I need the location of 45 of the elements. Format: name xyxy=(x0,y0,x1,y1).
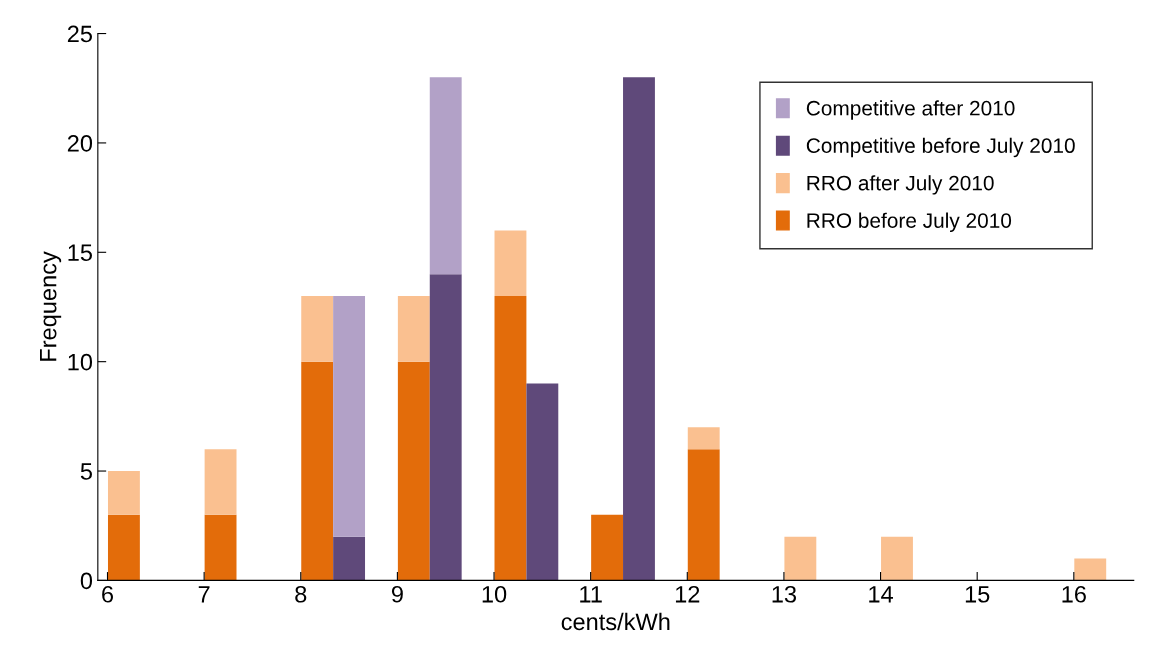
legend-label: Competitive before July 2010 xyxy=(806,137,1075,158)
bar xyxy=(526,383,559,581)
x-tick-label: 11 xyxy=(580,586,602,603)
y-tick-label: 15 xyxy=(68,244,92,262)
y-tick-label: 20 xyxy=(67,134,93,152)
bar xyxy=(301,361,334,581)
bar xyxy=(1074,558,1107,581)
bar xyxy=(429,274,462,581)
x-tick-label: 14 xyxy=(869,586,893,603)
legend-label: RRO before July 2010 xyxy=(807,212,1012,233)
bar xyxy=(107,514,140,581)
x-tick-label: 7 xyxy=(198,586,210,603)
x-tick-label: 15 xyxy=(965,586,990,603)
bar xyxy=(494,230,527,297)
bar xyxy=(881,536,913,581)
bar xyxy=(333,536,366,581)
bar xyxy=(397,361,430,581)
bar xyxy=(591,514,624,581)
bar xyxy=(204,514,237,581)
legend-label: RRO after July 2010 xyxy=(807,175,994,195)
x-tick-label: 12 xyxy=(675,585,700,603)
x-tick-label: 13 xyxy=(772,585,797,603)
y-axis-title: Frequency xyxy=(40,251,62,361)
x-tick-label: 8 xyxy=(295,585,307,603)
x-tick-label: 6 xyxy=(102,585,114,603)
x-axis-title: cents/kWh xyxy=(561,612,670,631)
bar xyxy=(784,536,817,581)
bar xyxy=(687,449,720,581)
bar xyxy=(107,471,140,515)
bar xyxy=(204,449,237,515)
y-tick-label: 5 xyxy=(80,463,92,480)
bar xyxy=(623,77,655,581)
y-tick-label: 0 xyxy=(80,572,93,590)
bar xyxy=(301,296,334,362)
y-tick-label: 10 xyxy=(68,353,93,371)
x-tick-label: 9 xyxy=(391,585,403,603)
bar xyxy=(397,296,430,362)
x-tick-label: 10 xyxy=(482,585,507,603)
bar xyxy=(429,77,462,275)
x-tick-label: 16 xyxy=(1062,585,1086,603)
bar xyxy=(494,296,527,581)
bar xyxy=(333,296,366,537)
bar xyxy=(687,427,720,450)
y-tick-label: 25 xyxy=(67,25,92,43)
legend-label: Competitive after 2010 xyxy=(806,100,1015,120)
